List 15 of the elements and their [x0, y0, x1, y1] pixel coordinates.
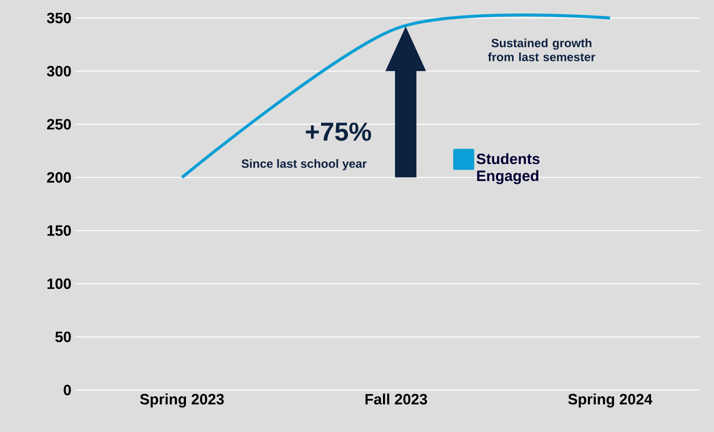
x-tick-label: Spring 2024	[568, 394, 652, 408]
y-tick-label: 100	[47, 278, 71, 289]
y-tick-label: 350	[46, 12, 71, 24]
y-tick-label: 300	[46, 66, 71, 76]
y-tick-label: 50	[55, 332, 71, 342]
x-tick-label: Fall 2023	[366, 394, 428, 405]
y-tick-label: 150	[47, 225, 71, 236]
annotation: +75%	[306, 122, 372, 141]
x-tick-label: Spring 2023	[140, 394, 224, 408]
annotation: Since last school year	[242, 159, 367, 170]
y-tick-label: 200	[47, 172, 71, 183]
y-tick-label: 0	[64, 384, 71, 396]
legend-label: Students Engaged	[476, 153, 540, 184]
y-tick-label: 250	[47, 118, 71, 130]
annotation: Sustained growth from last semester	[488, 38, 596, 62]
